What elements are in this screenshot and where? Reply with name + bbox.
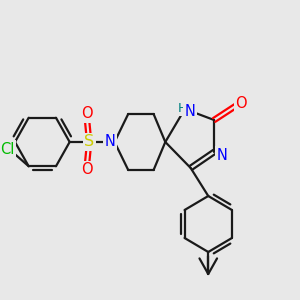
- Text: H: H: [178, 101, 188, 115]
- Text: O: O: [81, 106, 93, 122]
- Text: O: O: [236, 97, 247, 112]
- Text: O: O: [81, 163, 93, 178]
- Text: N: N: [104, 134, 115, 149]
- Text: N: N: [217, 148, 227, 163]
- Text: N: N: [184, 103, 195, 118]
- Text: S: S: [84, 134, 94, 149]
- Text: Cl: Cl: [0, 142, 14, 157]
